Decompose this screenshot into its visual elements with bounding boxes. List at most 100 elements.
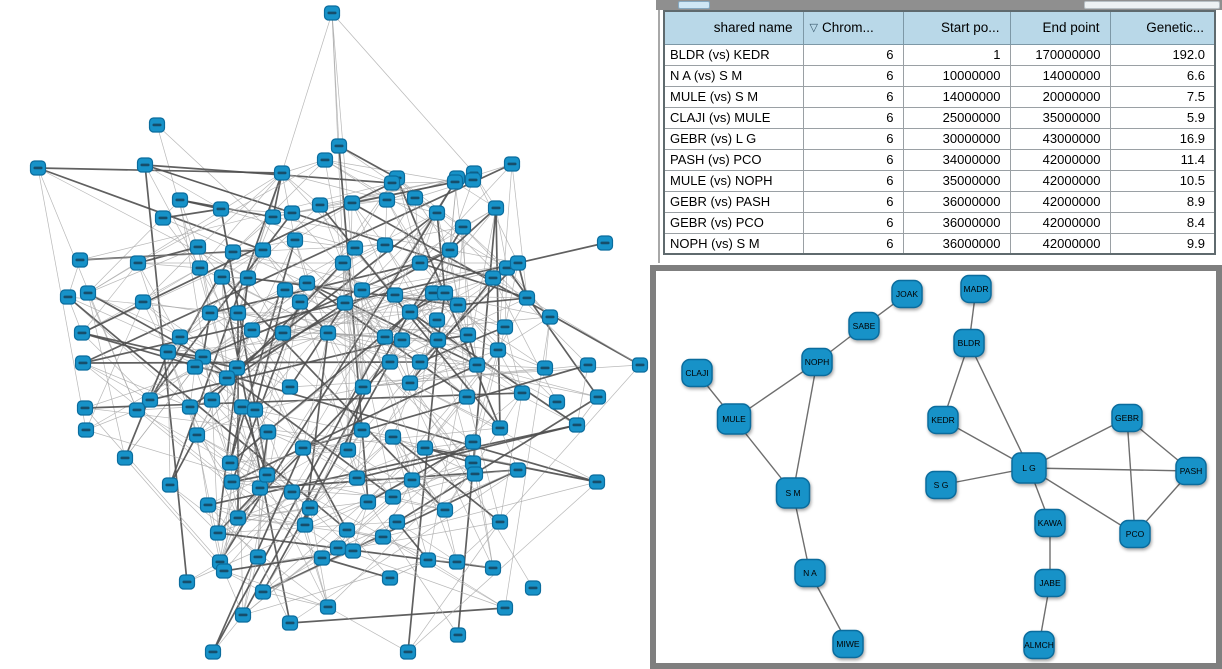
table-cell[interactable]: 36000000	[902, 190, 1011, 213]
network-node[interactable]	[254, 584, 272, 600]
filter-icon[interactable]: ▽	[809, 22, 818, 35]
network-node[interactable]: KEDR	[927, 405, 959, 435]
table-cell[interactable]: PASH (vs) PCO	[663, 148, 804, 171]
network-node[interactable]	[419, 552, 437, 568]
network-node[interactable]	[71, 252, 89, 268]
network-node[interactable]: ALMCH	[1023, 630, 1055, 660]
table-cell[interactable]: 6	[802, 127, 904, 150]
network-node[interactable]	[386, 287, 404, 303]
network-node[interactable]: MADR	[960, 274, 992, 304]
network-node[interactable]	[503, 156, 521, 172]
network-node[interactable]	[568, 417, 586, 433]
table-cell[interactable]: 170000000	[1009, 43, 1111, 66]
table-cell[interactable]: 6	[802, 211, 904, 234]
network-node[interactable]	[374, 529, 392, 545]
network-node[interactable]	[319, 325, 337, 341]
table-cell[interactable]: 42000000	[1009, 211, 1111, 234]
network-node[interactable]	[215, 563, 233, 579]
network-node[interactable]	[77, 422, 95, 438]
network-node[interactable]	[294, 440, 312, 456]
table-cell[interactable]: 6	[802, 64, 904, 87]
network-node[interactable]	[509, 462, 527, 478]
table-cell[interactable]: 42000000	[1009, 190, 1111, 213]
network-node[interactable]	[449, 627, 467, 643]
network-node[interactable]	[224, 244, 242, 260]
table-cell[interactable]: 30000000	[902, 127, 1011, 150]
horizontal-scrollbar[interactable]	[656, 0, 1222, 10]
table-cell[interactable]: N A (vs) S M	[663, 64, 804, 87]
network-node[interactable]	[254, 242, 272, 258]
network-node[interactable]	[286, 232, 304, 248]
network-node[interactable]	[239, 270, 257, 286]
network-node[interactable]	[283, 484, 301, 500]
table-cell[interactable]: 42000000	[1009, 148, 1111, 171]
network-node[interactable]	[384, 429, 402, 445]
table-cell[interactable]: 192.0	[1109, 43, 1216, 66]
network-node[interactable]	[353, 282, 371, 298]
table-cell[interactable]: 9.9	[1109, 232, 1216, 255]
network-node[interactable]	[436, 285, 454, 301]
network-node[interactable]	[178, 574, 196, 590]
network-node[interactable]	[411, 354, 429, 370]
network-node[interactable]	[251, 480, 269, 496]
table-cell[interactable]: BLDR (vs) KEDR	[663, 43, 804, 66]
network-node[interactable]: N A	[794, 558, 826, 588]
table-row[interactable]: BLDR (vs) KEDR 6 1 170000000 192.0	[663, 43, 1216, 66]
table-cell[interactable]: 42000000	[1009, 169, 1111, 192]
network-node[interactable]	[579, 357, 597, 373]
network-node[interactable]	[229, 510, 247, 526]
network-node[interactable]: PASH	[1175, 456, 1207, 486]
network-node[interactable]	[329, 540, 347, 556]
network-node[interactable]	[489, 342, 507, 358]
network-node[interactable]	[128, 402, 146, 418]
network-node[interactable]	[348, 470, 366, 486]
network-node[interactable]	[403, 472, 421, 488]
table-cell[interactable]: 10000000	[902, 64, 1011, 87]
network-node[interactable]	[243, 322, 261, 338]
table-cell[interactable]: MULE (vs) NOPH	[663, 169, 804, 192]
network-node[interactable]: NOPH	[801, 347, 833, 377]
network-node[interactable]	[29, 160, 47, 176]
network-node[interactable]	[136, 157, 154, 173]
network-node[interactable]	[298, 275, 316, 291]
network-node[interactable]	[429, 332, 447, 348]
network-node[interactable]	[134, 294, 152, 310]
network-node[interactable]	[541, 309, 559, 325]
table-cell[interactable]: 10.5	[1109, 169, 1216, 192]
network-node[interactable]	[188, 427, 206, 443]
network-node[interactable]	[204, 644, 222, 660]
network-node[interactable]	[281, 379, 299, 395]
table-row[interactable]: MULE (vs) S M 6 14000000 20000000 7.5	[663, 85, 1216, 108]
table-cell[interactable]: 6	[802, 232, 904, 255]
network-node[interactable]	[189, 239, 207, 255]
network-node[interactable]	[378, 192, 396, 208]
network-node[interactable]	[524, 580, 542, 596]
network-node[interactable]	[212, 201, 230, 217]
table-cell[interactable]: 7.5	[1109, 85, 1216, 108]
network-node[interactable]	[283, 205, 301, 221]
network-node[interactable]: CLAJI	[681, 358, 713, 388]
table-cell[interactable]: 6.6	[1109, 64, 1216, 87]
table-cell[interactable]: 25000000	[902, 106, 1011, 129]
table-cell[interactable]: 6	[802, 148, 904, 171]
table-cell[interactable]: CLAJI (vs) MULE	[663, 106, 804, 129]
network-node[interactable]	[381, 570, 399, 586]
network-node[interactable]	[491, 514, 509, 530]
network-node[interactable]: BLDR	[953, 328, 985, 358]
table-cell[interactable]: 5.9	[1109, 106, 1216, 129]
network-node[interactable]: JABE	[1034, 568, 1066, 598]
network-node[interactable]	[339, 442, 357, 458]
network-node[interactable]	[59, 289, 77, 305]
network-node[interactable]	[161, 477, 179, 493]
network-node[interactable]	[296, 517, 314, 533]
network-node[interactable]	[468, 357, 486, 373]
network-node[interactable]: KAWA	[1034, 508, 1066, 538]
network-node[interactable]	[264, 209, 282, 225]
network-node[interactable]	[484, 560, 502, 576]
network-node[interactable]	[273, 165, 291, 181]
network-node[interactable]	[203, 392, 221, 408]
network-node[interactable]	[129, 255, 147, 271]
table-cell[interactable]: 16.9	[1109, 127, 1216, 150]
network-node[interactable]	[428, 312, 446, 328]
network-node[interactable]: MULE	[716, 403, 752, 435]
